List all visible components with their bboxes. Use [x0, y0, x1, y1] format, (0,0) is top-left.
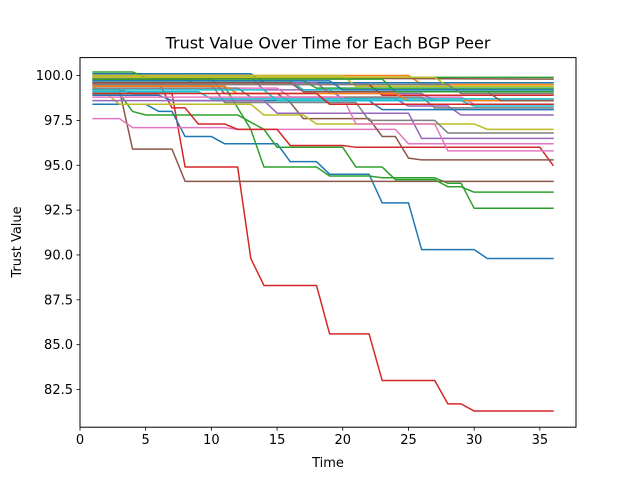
series-line-24: [92, 94, 554, 111]
x-axis-label: Time: [311, 456, 344, 471]
series-line-27: [92, 96, 554, 152]
series-line-6: [92, 117, 554, 145]
series-line-30: [92, 89, 554, 107]
y-tick-label: 97.5: [44, 114, 73, 129]
y-tick-label: 100.0: [36, 69, 73, 84]
y-tick-label: 92.5: [44, 204, 73, 219]
y-axis: 82.5 85.0 87.5 90.0 92.5 95.0 97.5 100.0: [36, 69, 80, 398]
y-axis-label: Trust Value: [10, 206, 25, 278]
x-tick-label: 10: [203, 433, 220, 448]
series-line-5: [92, 92, 554, 193]
series-line-9: [92, 85, 554, 131]
x-tick-label: 35: [532, 433, 549, 448]
series-line-7: [92, 81, 555, 167]
series-line-29: [92, 76, 554, 88]
y-tick-label: 90.0: [44, 248, 73, 263]
series-line-26: [92, 99, 554, 140]
series-line-32: [92, 78, 554, 93]
series-line-34: [92, 80, 554, 91]
y-tick-label: 95.0: [44, 159, 73, 174]
x-tick-label: 5: [142, 433, 150, 448]
series-line-21: [92, 90, 554, 100]
x-tick-label: 0: [76, 433, 84, 448]
series-layer: [92, 71, 555, 412]
y-tick-label: 87.5: [44, 293, 73, 308]
series-line-31: [92, 92, 554, 105]
plot-frame: [79, 57, 577, 428]
x-tick-label: 30: [466, 433, 483, 448]
series-line-8: [92, 78, 554, 161]
y-tick-label: 85.0: [44, 338, 73, 353]
x-tick-label: 25: [400, 433, 417, 448]
series-line-33: [92, 83, 554, 95]
x-tick-label: 15: [269, 433, 286, 448]
series-line-2: [92, 103, 554, 260]
x-tick-label: 20: [335, 433, 352, 448]
x-axis: 0 5 10 15 20 25 30 35: [76, 427, 548, 448]
chart-title: Trust Value Over Time for Each BGP Peer: [165, 34, 491, 53]
y-tick-label: 82.5: [44, 383, 73, 398]
